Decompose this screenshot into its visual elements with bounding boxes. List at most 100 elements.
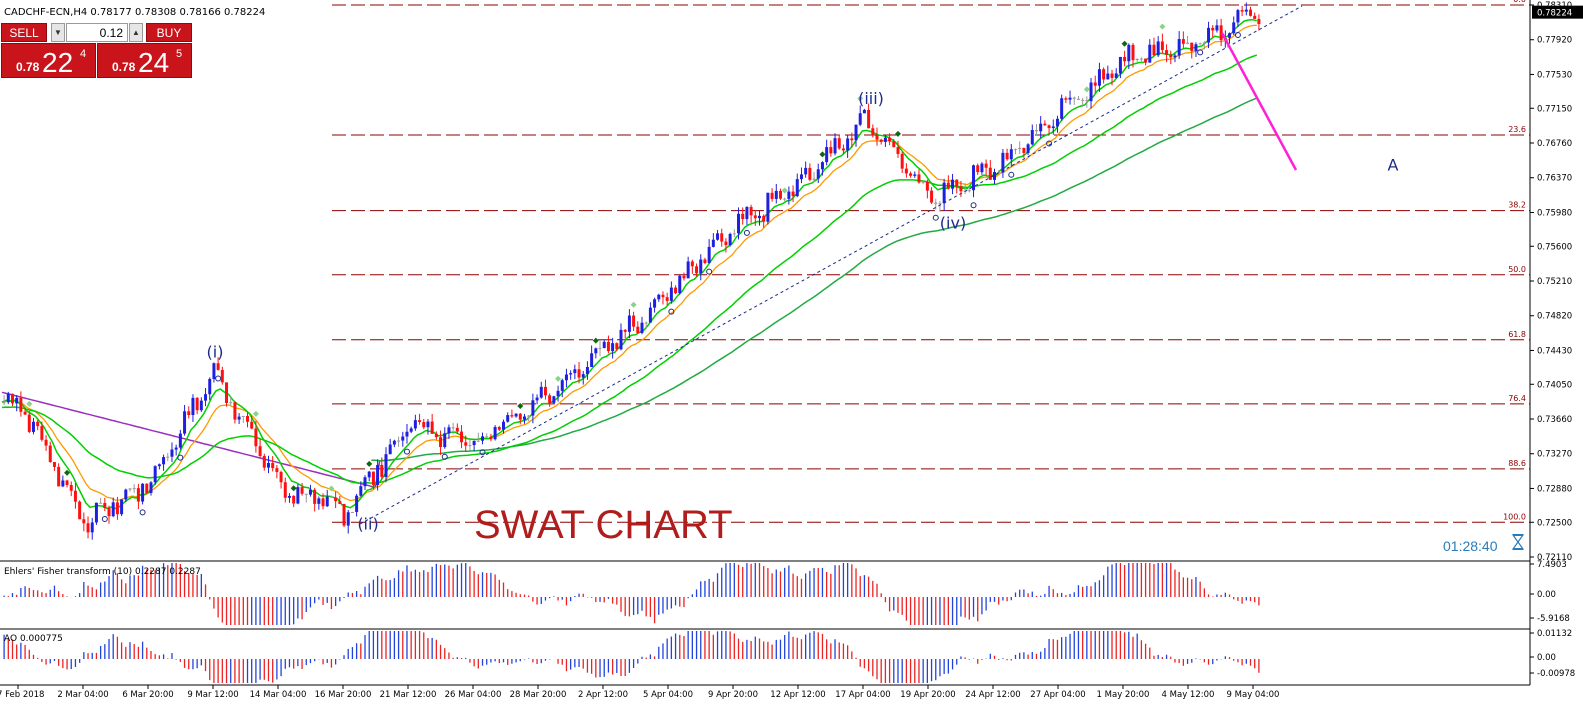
candle-body [170, 449, 174, 457]
time-axis-label: 12 Apr 12:00 [770, 690, 825, 700]
candle-body [837, 138, 841, 149]
candle-body [1215, 25, 1219, 31]
candle-body [1106, 73, 1110, 80]
indicator-axis-label: 7.4903 [1537, 560, 1567, 570]
candle-body [854, 124, 858, 141]
candle-body [1219, 25, 1223, 41]
candle-body [220, 369, 224, 383]
candle-body [52, 462, 56, 467]
candle-body [6, 393, 10, 403]
current-price-label: 0.78224 [1537, 9, 1572, 19]
circle-marker [932, 214, 939, 221]
candle-body [384, 454, 388, 477]
candle-body [145, 483, 149, 493]
candle-body [225, 382, 229, 403]
candle-body [636, 326, 640, 333]
candle-body [346, 512, 350, 526]
candle-body [648, 307, 652, 323]
candle-body [1102, 69, 1106, 80]
candle-body [1194, 44, 1198, 51]
candle-body [774, 190, 778, 199]
candle-body [128, 488, 132, 490]
time-axis-label: 21 Mar 12:00 [380, 690, 437, 700]
candle-body [846, 138, 850, 151]
candle-body [329, 496, 333, 498]
time-axis-label: 16 Mar 20:00 [315, 690, 372, 700]
fib-level-label: 76.4 [1508, 394, 1526, 403]
candle-body [44, 439, 48, 446]
ma-slow-line [371, 97, 1258, 462]
candle-body [162, 457, 166, 465]
candle-body [560, 380, 564, 391]
circle-marker [668, 308, 675, 315]
price-axis-label: 0.74430 [1537, 346, 1572, 356]
hourglass-icon [1511, 534, 1525, 550]
candle-body [510, 415, 514, 417]
candle-body [678, 275, 682, 294]
triangle-up-icon[interactable]: ▲ [129, 23, 143, 42]
candle-body [1211, 27, 1215, 31]
candle-body [892, 141, 896, 148]
fib-level-label: 88.6 [1508, 459, 1526, 468]
triangle-down-icon[interactable]: ▼ [51, 23, 65, 42]
indicator-axis-label: 0.00 [1537, 590, 1556, 600]
candle-body [1001, 152, 1005, 173]
candle-body [770, 192, 774, 199]
countdown-timer: 01:28:40 [1443, 538, 1498, 554]
candle-body [594, 348, 598, 354]
ma-fast2-line [1, 54, 1258, 484]
candle-body [1165, 50, 1169, 55]
price-axis-label: 0.77150 [1537, 104, 1572, 114]
candle-body [497, 427, 501, 430]
candle-body [363, 477, 367, 487]
candle-body [707, 246, 711, 263]
candle-body [136, 488, 140, 502]
sell-button[interactable]: SELL [1, 23, 47, 42]
candle-body [606, 341, 610, 352]
lot-size-input[interactable] [66, 23, 128, 42]
buy-button[interactable]: BUY [146, 23, 192, 42]
candle-body [988, 167, 992, 180]
price-axis-label: 0.75210 [1537, 277, 1572, 287]
sell-price-prefix: 0.78 [16, 60, 40, 74]
indicator-axis-label: -0.00978 [1537, 669, 1575, 679]
candle-body [674, 287, 678, 294]
candle-body [308, 489, 312, 495]
candle-body [376, 464, 380, 485]
candle-body [1253, 15, 1257, 19]
candle-body [476, 440, 480, 442]
sell-price-button[interactable]: 0.78 22 4 [1, 43, 96, 78]
candle-body [325, 496, 329, 507]
time-axis-label: 17 Apr 04:00 [835, 690, 890, 700]
candle-body [405, 431, 409, 437]
fib-level-label: 23.6 [1508, 125, 1526, 134]
candle-body [283, 482, 287, 498]
price-axis-label: 0.76370 [1537, 174, 1572, 184]
candle-body [15, 397, 19, 404]
candle-body [266, 463, 270, 468]
candle-body [141, 483, 145, 502]
candle-body [531, 400, 535, 416]
candle-body [287, 495, 291, 498]
wave-label: (i) [207, 343, 224, 362]
candle-body [279, 471, 283, 483]
candle-body [1093, 82, 1097, 86]
candle-body [493, 427, 497, 440]
candle-body [1198, 43, 1202, 45]
indicator-axis-label: 0.00 [1537, 653, 1556, 663]
candle-body [409, 428, 413, 432]
candle-body [468, 445, 472, 447]
candle-body [355, 495, 359, 512]
buy-price-button[interactable]: 0.78 24 5 [97, 43, 192, 78]
time-axis-label: 19 Apr 20:00 [900, 690, 955, 700]
candle-body [36, 421, 40, 427]
candle-body [40, 426, 44, 440]
candle-body [296, 487, 300, 504]
candle-body [959, 186, 963, 192]
time-axis-label: 1 May 20:00 [1097, 690, 1150, 700]
diamond-marker [328, 485, 335, 492]
candle-body [275, 468, 279, 472]
candle-body [745, 206, 749, 220]
diamond-marker [366, 460, 373, 467]
